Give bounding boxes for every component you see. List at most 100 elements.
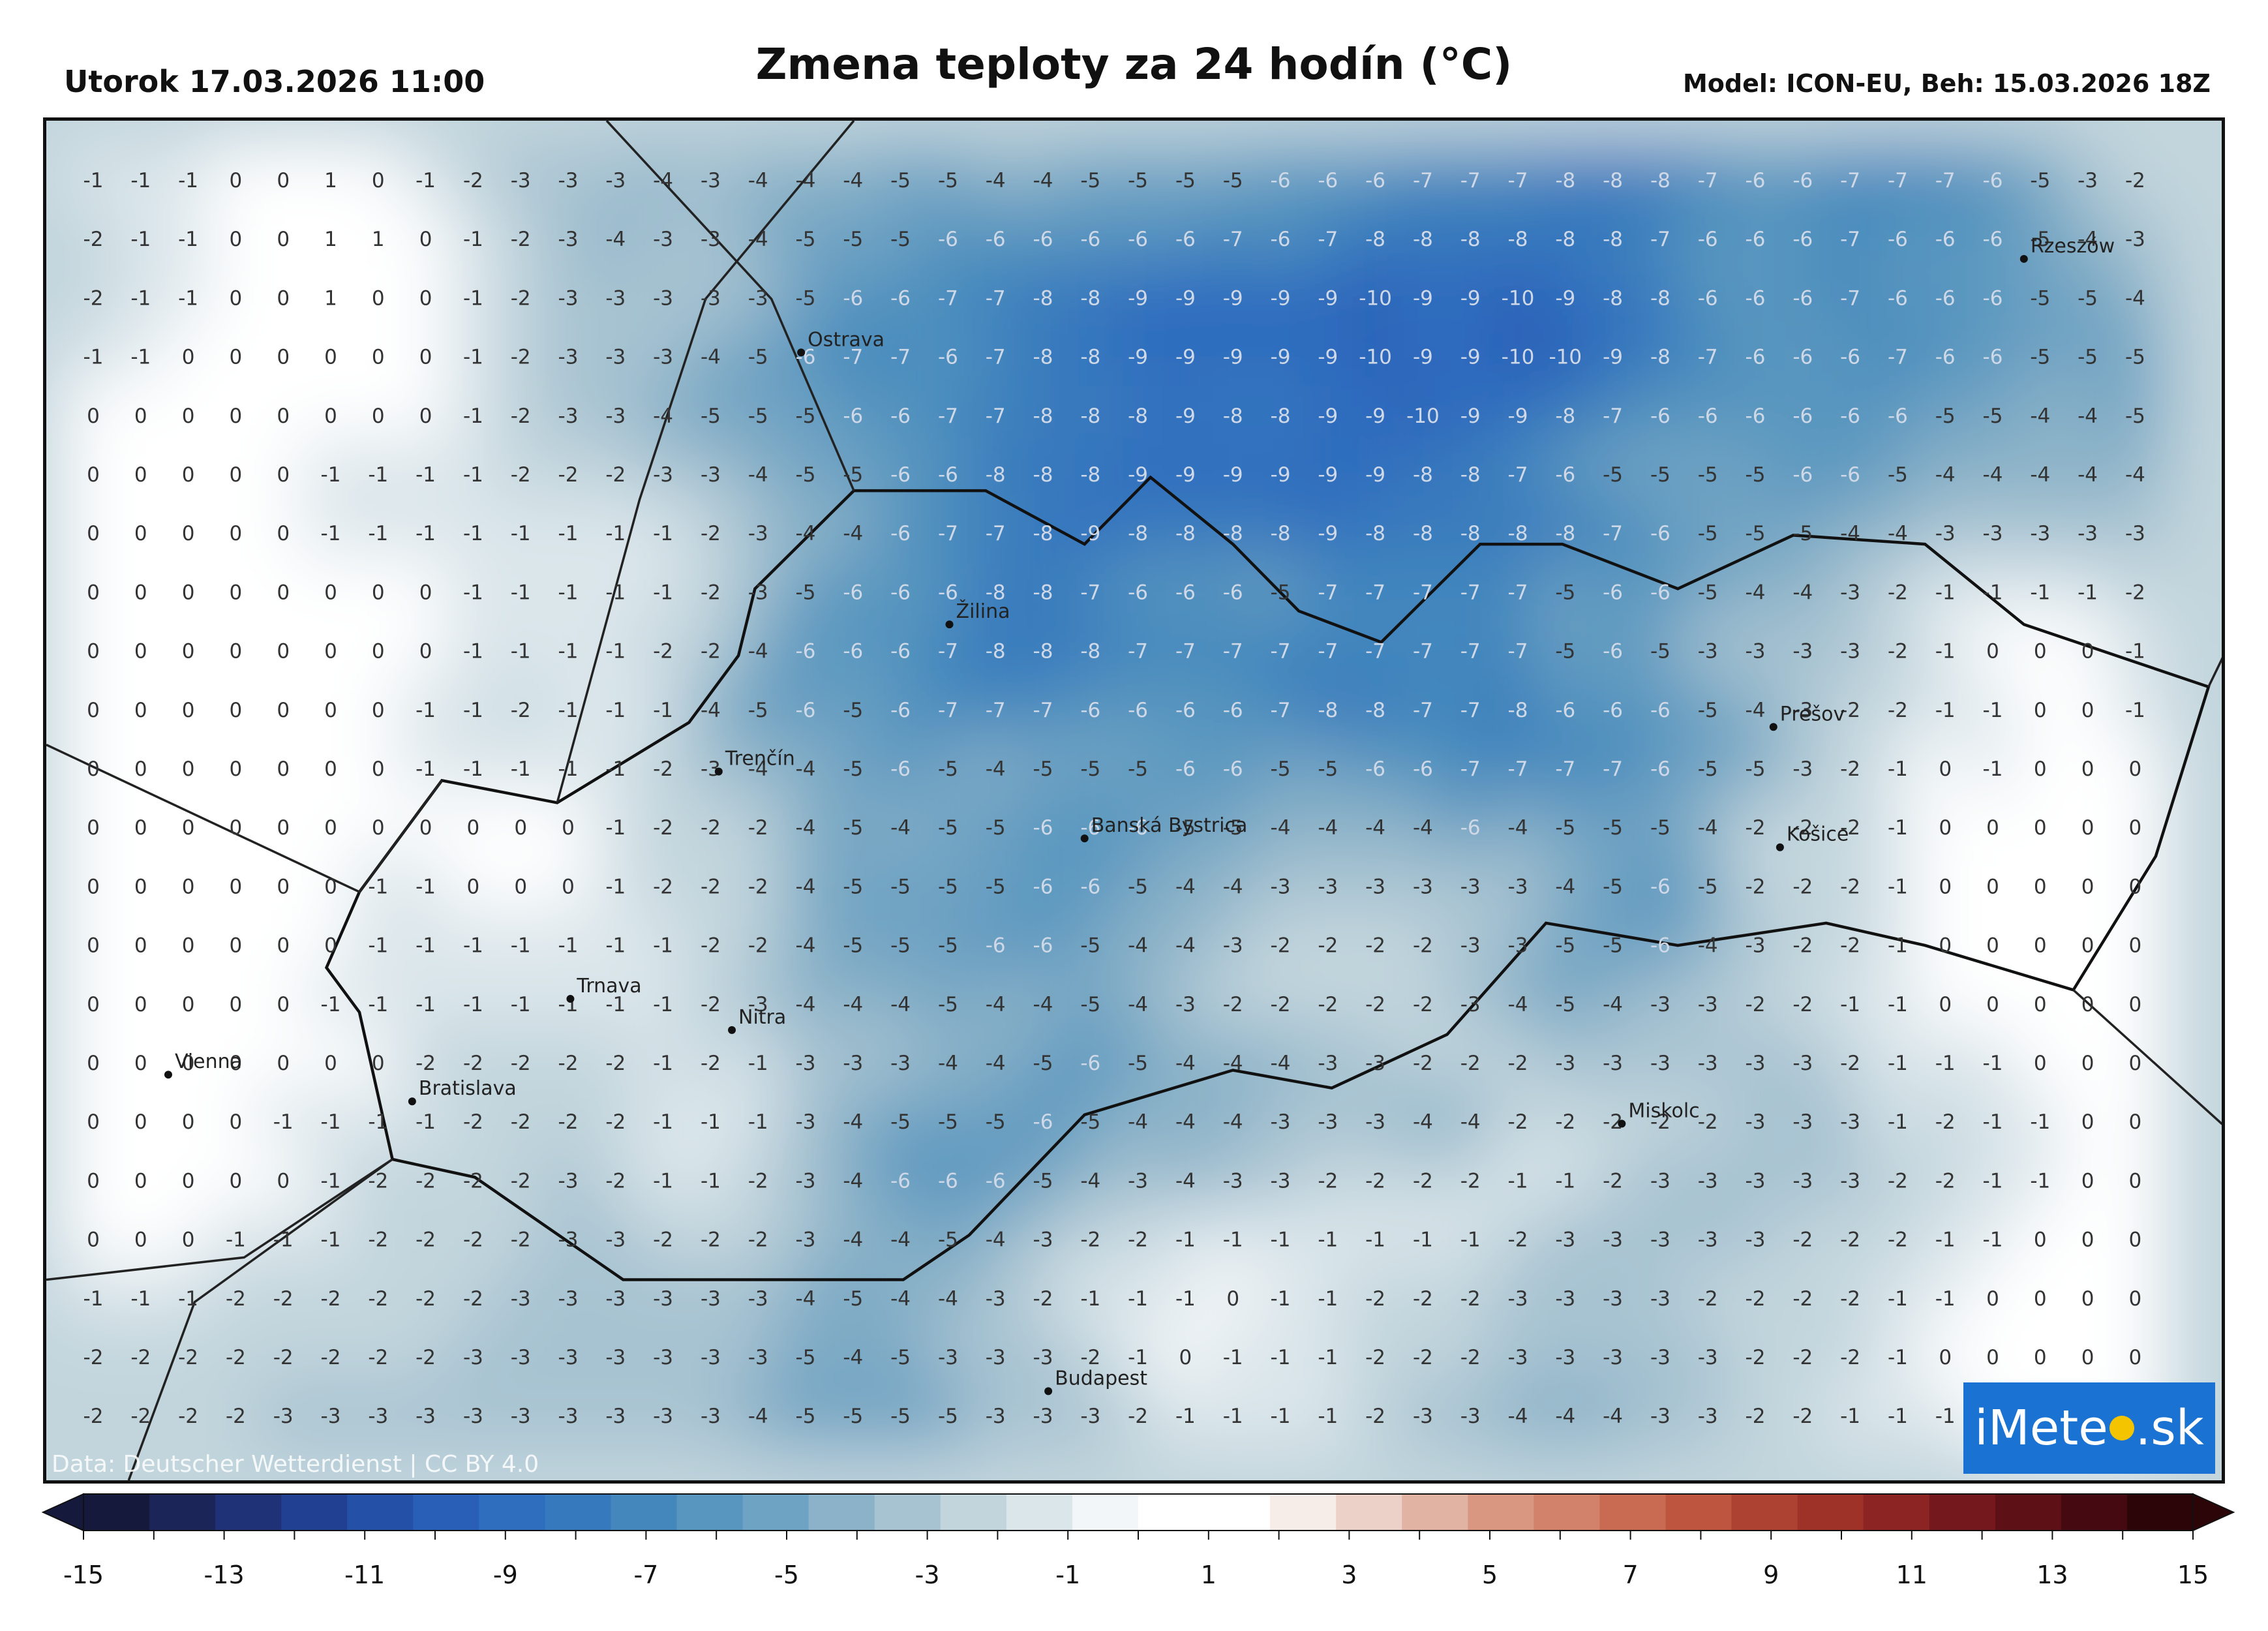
grid-value-label: -5 bbox=[1983, 404, 2003, 428]
grid-value-label: -1 bbox=[273, 1228, 294, 1252]
grid-value-label: -6 bbox=[1128, 699, 1148, 722]
grid-value-label: 1 bbox=[372, 228, 385, 251]
grid-value-label: -6 bbox=[1792, 286, 1813, 310]
country-border bbox=[2072, 989, 2222, 1125]
grid-value-label: -1 bbox=[178, 286, 198, 310]
grid-value-label: -4 bbox=[2030, 463, 2050, 487]
grid-value-label: -6 bbox=[1746, 169, 1766, 192]
grid-value-label: -2 bbox=[83, 228, 104, 251]
grid-value-label: -4 bbox=[1460, 1110, 1481, 1134]
grid-value-label: -2 bbox=[1413, 1169, 1433, 1193]
grid-value-label: -5 bbox=[1746, 522, 1766, 545]
grid-value-label: -7 bbox=[938, 699, 958, 722]
grid-value-label: -3 bbox=[1413, 1405, 1433, 1428]
grid-value-label: -4 bbox=[796, 993, 816, 1016]
grid-value-label: -8 bbox=[1365, 522, 1385, 545]
grid-value-label: -1 bbox=[368, 993, 388, 1016]
grid-value-label: -3 bbox=[1792, 1169, 1813, 1193]
grid-value-label: -3 bbox=[1840, 1110, 1860, 1134]
grid-value-label: -7 bbox=[1460, 640, 1481, 663]
grid-value-label: -8 bbox=[1033, 286, 1053, 310]
color-bin bbox=[2061, 1494, 2128, 1531]
grid-value-label: -5 bbox=[1603, 463, 1623, 487]
grid-value-label: -5 bbox=[2030, 346, 2050, 369]
imeteo-logo[interactable]: iMete .sk bbox=[1963, 1382, 2215, 1474]
grid-value-label: 0 bbox=[182, 1110, 195, 1134]
grid-value-label: 0 bbox=[182, 1228, 195, 1252]
grid-value-label: -5 bbox=[1698, 581, 1718, 604]
grid-value-label: -2 bbox=[1698, 1287, 1718, 1311]
grid-value-label: 0 bbox=[182, 581, 195, 604]
scale-tick-label: 13 bbox=[2036, 1561, 2068, 1589]
grid-value-label: -4 bbox=[1175, 875, 1196, 898]
city-marker: Ostrava bbox=[797, 328, 885, 357]
grid-value-label: -2 bbox=[1792, 1287, 1813, 1311]
grid-value-label: -4 bbox=[796, 875, 816, 898]
grid-value-label: -1 bbox=[2125, 699, 2145, 722]
grid-value-label: -3 bbox=[605, 169, 626, 192]
grid-value-label: -4 bbox=[843, 522, 863, 545]
grid-value-label: -6 bbox=[890, 286, 911, 310]
grid-value-label: -2 bbox=[1840, 699, 1860, 722]
grid-value-label: -2 bbox=[1792, 816, 1813, 840]
grid-value-label: -3 bbox=[1603, 1287, 1623, 1311]
grid-value-label: -2 bbox=[605, 1052, 626, 1075]
grid-value-label: -2 bbox=[653, 757, 673, 781]
grid-value-label: -8 bbox=[1223, 522, 1243, 545]
city-label: Vienna bbox=[175, 1050, 242, 1073]
grid-value-label: -4 bbox=[2125, 286, 2145, 310]
grid-value-label: -1 bbox=[2078, 581, 2098, 604]
grid-value-label: 0 bbox=[372, 640, 385, 663]
grid-value-label: 0 bbox=[514, 816, 527, 840]
grid-value-label: -3 bbox=[558, 1287, 579, 1311]
grid-value-label: -5 bbox=[1555, 640, 1575, 663]
grid-value-label: -2 bbox=[1365, 1169, 1385, 1193]
grid-value-label: -1 bbox=[416, 169, 436, 192]
grid-value-label: -4 bbox=[796, 169, 816, 192]
grid-value-label: -4 bbox=[1698, 934, 1718, 958]
grid-value-label: -2 bbox=[1698, 1110, 1718, 1134]
grid-value-label: -4 bbox=[1888, 522, 1908, 545]
grid-value-label: -1 bbox=[1318, 1228, 1338, 1252]
temperature-change-map[interactable]: -1 -1 -1 0 0 1 0 -1 -2 -3 -3 -3 -4 -3 -4 -4 -4 -5 -5 -4 -4 -5… bbox=[43, 117, 2225, 1484]
city-label: Ostrava bbox=[808, 328, 885, 351]
grid-value-label: -5 bbox=[938, 757, 958, 781]
grid-value-label: -6 bbox=[843, 404, 863, 428]
grid-value-label: -6 bbox=[1175, 757, 1196, 781]
grid-value-label: -3 bbox=[558, 169, 579, 192]
grid-value-label: 0 bbox=[277, 934, 290, 958]
grid-value-label: -5 bbox=[2078, 346, 2098, 369]
grid-value-label: -7 bbox=[1840, 169, 1860, 192]
grid-value-label: -5 bbox=[2030, 286, 2050, 310]
grid-value-label: -3 bbox=[463, 1346, 483, 1369]
grid-value-label: -5 bbox=[1698, 757, 1718, 781]
grid-value-label: 0 bbox=[230, 581, 243, 604]
grid-value-label: -2 bbox=[1792, 993, 1813, 1016]
grid-value-label: -1 bbox=[368, 934, 388, 958]
grid-value-label: -8 bbox=[1271, 404, 1291, 428]
grid-value-label: -5 bbox=[1746, 463, 1766, 487]
grid-value-label: -3 bbox=[1746, 1052, 1766, 1075]
grid-value-label: -8 bbox=[1460, 522, 1481, 545]
grid-value-label: -3 bbox=[1650, 1405, 1671, 1428]
grid-value-label: -9 bbox=[1271, 463, 1291, 487]
grid-value-label: -2 bbox=[463, 1287, 483, 1311]
grid-value-label: -2 bbox=[1792, 1346, 1813, 1369]
color-bin bbox=[874, 1494, 941, 1531]
grid-value-label: -6 bbox=[986, 228, 1006, 251]
grid-value-label: -3 bbox=[1603, 1052, 1623, 1075]
grid-value-label: -6 bbox=[1983, 228, 2003, 251]
grid-value-label: -5 bbox=[1603, 934, 1623, 958]
grid-value-label: -2 bbox=[748, 1228, 768, 1252]
grid-value-label: -8 bbox=[1460, 228, 1481, 251]
grid-value-label: -8 bbox=[1650, 286, 1671, 310]
grid-value-label: 0 bbox=[2129, 934, 2142, 958]
grid-value-label: -4 bbox=[843, 1228, 863, 1252]
grid-value-label: -9 bbox=[1318, 404, 1338, 428]
grid-value-label: 0 bbox=[134, 757, 147, 781]
grid-value-label: -3 bbox=[2125, 228, 2145, 251]
color-bin bbox=[940, 1494, 1007, 1531]
grid-value-label: 0 bbox=[230, 993, 243, 1016]
grid-value-label: -6 bbox=[1555, 463, 1575, 487]
grid-value-label: -1 bbox=[83, 169, 104, 192]
